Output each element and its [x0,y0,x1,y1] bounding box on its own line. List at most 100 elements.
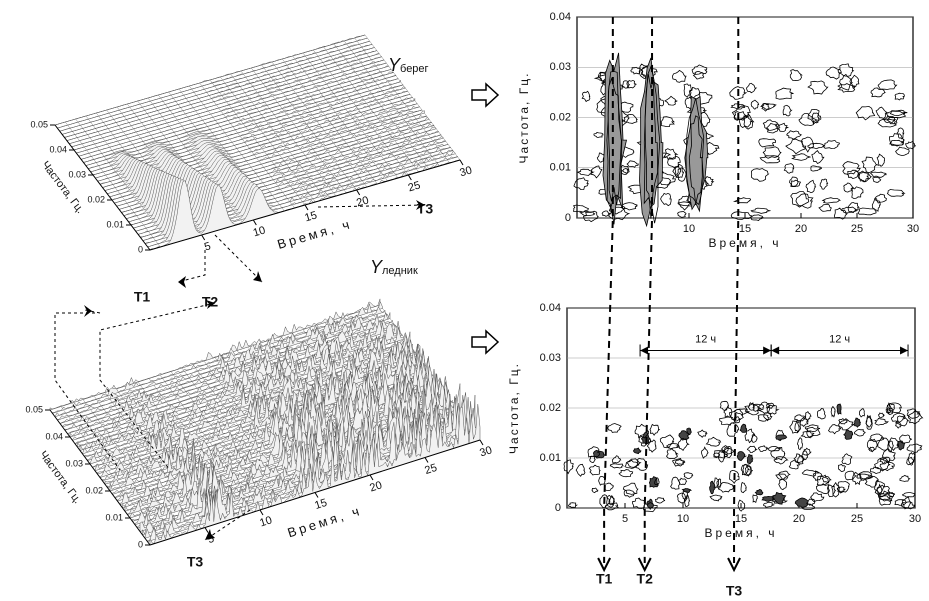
contour [719,415,736,426]
contour [719,400,729,411]
contour [607,77,622,205]
tag-symbol: Y [370,257,384,277]
contour [660,192,672,207]
contour [740,463,751,476]
y-tick-label: 0.03 [68,169,86,179]
guide-line [214,234,263,283]
y-tick-label: 0.01 [550,162,571,174]
contour [754,488,764,496]
surface-ridge [80,68,392,160]
x-tick-label: 25 [423,462,438,477]
contour [576,168,595,176]
tag-sub: берег [400,63,429,75]
event-head [727,557,741,573]
contour [789,69,803,82]
y-tick-label: 0.02 [85,485,103,495]
contour [693,92,713,105]
contour [743,113,755,130]
contour [671,69,687,83]
x-tick-label: 30 [478,444,493,459]
contour [831,481,840,498]
contour [879,490,895,503]
guide-head [178,276,186,288]
contour [906,443,923,454]
surface-ridge [72,321,403,441]
y-tick-label: 0.01 [540,452,561,464]
contour [623,113,638,124]
x-tick [356,189,361,196]
contour [877,119,897,128]
contour [677,211,687,218]
event-label: T1 [134,289,151,305]
x-tick-label: 15 [303,209,318,224]
contour [632,447,642,455]
contour [794,414,807,422]
event-line [733,17,740,563]
contour [821,197,841,204]
contour [631,497,647,509]
contour [838,418,855,431]
contour [588,464,601,476]
contour [737,499,746,512]
x-tick-label: 30 [458,164,473,179]
contour [852,471,862,486]
contour [729,408,744,422]
contour [901,492,916,498]
contour [773,456,789,465]
contour [821,475,832,484]
x-tick-label: 30 [909,513,921,525]
contour [837,83,856,93]
contour [758,445,768,452]
contour [849,74,860,88]
x-tick-label: 20 [793,513,805,525]
contour [733,111,748,121]
event-label: T3 [726,583,743,599]
x-tick [204,527,209,533]
contour [810,492,825,502]
contour [874,193,887,204]
contour [790,179,802,187]
contour [575,463,586,477]
y-tick-label: 0 [565,212,571,224]
x-tick [369,474,374,481]
contour [659,434,675,449]
tag-sub: ледник [382,265,418,277]
contour [697,429,708,438]
contour [838,418,848,425]
contour [685,97,705,206]
contour [674,163,685,179]
x-tick [201,234,206,241]
y-tick-label: 0.02 [87,194,105,204]
contour [889,139,905,146]
x-tick-label: 25 [851,513,863,525]
tag-symbol: Y [388,55,402,75]
guide-head [84,305,92,317]
contour [782,104,793,117]
contour [770,446,786,461]
x-tick [459,159,464,166]
contour [717,481,735,493]
contour [626,79,637,89]
y-axis [49,409,151,546]
surface-ridge [69,53,380,144]
contour [886,402,892,415]
contour [874,484,891,497]
x-tick-label: 20 [795,223,807,235]
contour [729,86,748,100]
contour [740,481,747,494]
contour [847,202,860,214]
event-label: T3 [187,554,204,570]
contour [830,405,836,418]
surface-ridge [57,37,369,129]
contour [691,64,708,75]
y-tick-label: 0.03 [550,61,571,73]
contour [676,492,689,504]
surface-ridge [67,319,398,434]
contour [593,132,604,138]
contour [895,146,910,157]
surface-ridge [85,74,397,166]
contour [837,63,855,77]
contour [876,153,885,167]
contour [761,495,775,502]
arrow-icon [471,82,500,108]
